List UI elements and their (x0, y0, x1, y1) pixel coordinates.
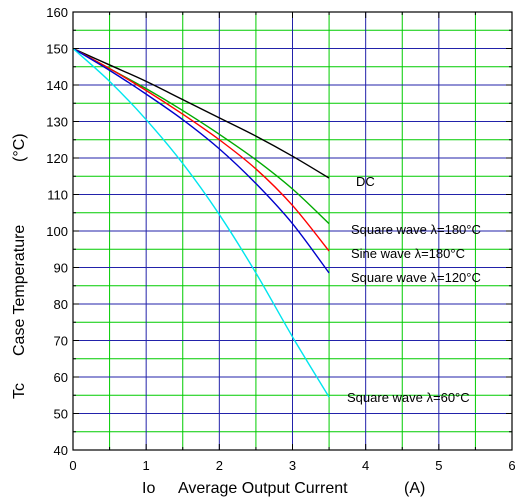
y-tick-label: 80 (54, 297, 68, 312)
y-tick-label: 40 (54, 443, 68, 458)
x-axis-title: Average Output Current (178, 480, 348, 497)
x-axis-prefix: Io (142, 480, 155, 497)
axis-ticks (72, 11, 513, 451)
label-sine-180: Sine wave λ=180°C (351, 246, 465, 261)
y-tick-label: 150 (46, 42, 68, 57)
y-tick-label: 60 (54, 370, 68, 385)
series-line-2 (72, 47, 330, 252)
series-layer (72, 47, 330, 398)
y-tick-label: 160 (46, 5, 68, 20)
label-square-60: Square wave λ=60°C (347, 390, 470, 405)
x-tick-labels: 0 1 2 3 4 5 6 (69, 458, 515, 473)
y-tick-label: 130 (46, 115, 68, 130)
x-tick-label: 0 (69, 458, 76, 473)
label-dc: DC (356, 174, 375, 189)
y-axis-prefix: Tc (11, 383, 28, 399)
x-axis-unit: (A) (404, 480, 425, 497)
label-square-120: Square wave λ=120°C (351, 270, 481, 285)
y-tick-label: 90 (54, 261, 68, 276)
y-tick-labels: 40 50 60 70 80 90 100 110 120 130 140 150 160 (46, 5, 68, 458)
x-tick-label: 2 (216, 458, 223, 473)
y-tick-label: 100 (46, 224, 68, 239)
x-tick-label: 5 (435, 458, 442, 473)
y-tick-label: 110 (47, 188, 68, 203)
y-tick-label: 50 (54, 407, 68, 422)
series-line-0 (72, 47, 330, 179)
label-square-180: Square wave λ=180°C (351, 222, 481, 237)
x-tick-label: 4 (362, 458, 369, 473)
x-tick-label: 1 (143, 458, 150, 473)
series-line-4 (72, 47, 330, 398)
y-tick-label: 120 (46, 151, 68, 166)
y-tick-label: 70 (54, 334, 68, 349)
x-tick-label: 6 (508, 458, 515, 473)
grid-major (73, 12, 512, 450)
y-tick-label: 140 (46, 78, 68, 93)
y-axis-title: Case Temperature (11, 225, 28, 356)
y-axis-unit: (°C) (11, 133, 28, 162)
x-tick-label: 3 (289, 458, 296, 473)
series-line-3 (72, 47, 330, 274)
